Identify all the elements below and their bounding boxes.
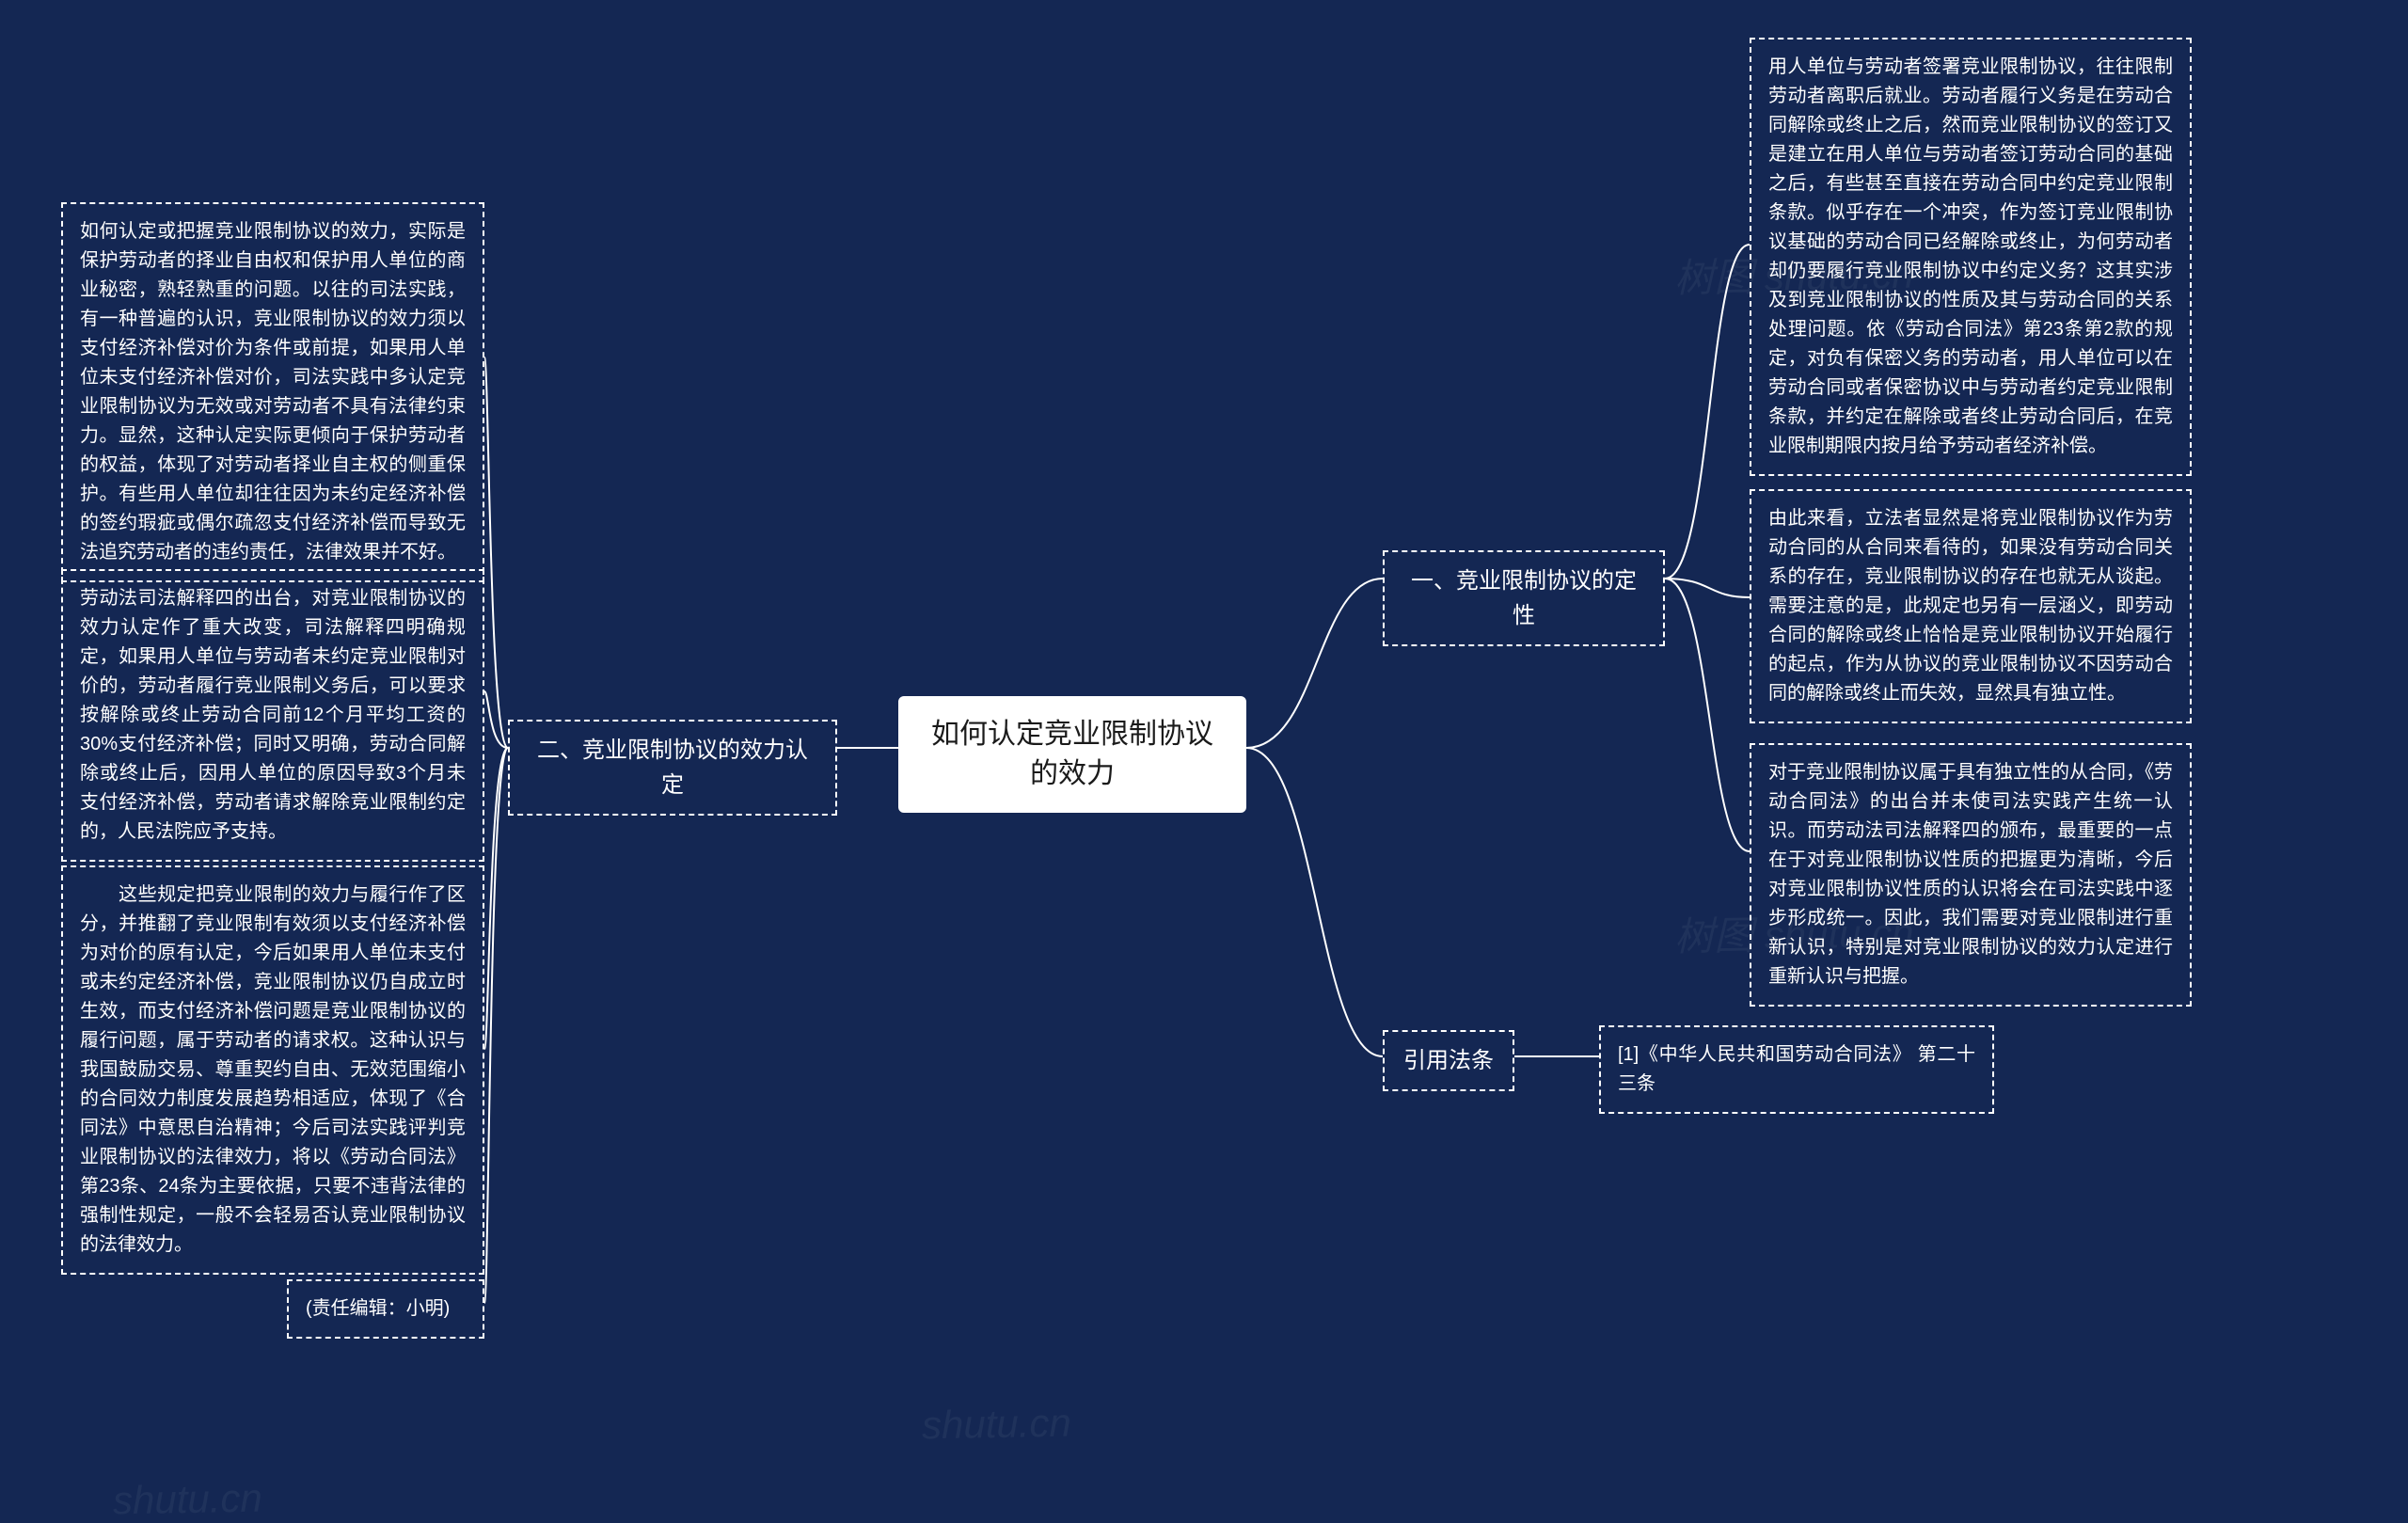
- connector-line: [1246, 748, 1383, 1056]
- branch-1-leaf-1[interactable]: 用人单位与劳动者签署竞业限制协议，往往限制劳动者离职后就业。劳动者履行义务是在劳…: [1750, 38, 2192, 476]
- branch-2-label[interactable]: 二、竞业限制协议的效力认定: [508, 720, 837, 816]
- branch-2-leaf-2[interactable]: 劳动法司法解释四的出台，对竞业限制协议的效力认定作了重大改变，司法解释四明确规定…: [61, 569, 484, 862]
- branch-2-leaf-4[interactable]: (责任编辑：小明): [287, 1279, 484, 1339]
- connector-line: [484, 748, 508, 1049]
- central-topic[interactable]: 如何认定竞业限制协议的效力: [898, 696, 1246, 813]
- branch-2-leaf-1[interactable]: 如何认定或把握竞业限制协议的效力，实际是保护劳动者的择业自由权和保护用人单位的商…: [61, 202, 484, 582]
- branch-references-leaf-1[interactable]: [1]《中华人民共和国劳动合同法》 第二十三条: [1599, 1025, 1994, 1114]
- watermark-text: shutu.cn: [113, 1476, 263, 1523]
- connector-line: [1665, 579, 1750, 851]
- connector-line: [484, 691, 508, 748]
- branch-2-leaf-3[interactable]: 这些规定把竞业限制的效力与履行作了区分，并推翻了竞业限制有效须以支付经济补偿为对…: [61, 865, 484, 1275]
- connector-line: [1665, 579, 1750, 597]
- branch-references-label[interactable]: 引用法条: [1383, 1030, 1514, 1091]
- connector-line: [1246, 579, 1383, 748]
- connector-line: [484, 357, 508, 748]
- connector-line: [1665, 245, 1750, 579]
- watermark-text: shutu.cn: [922, 1401, 1072, 1449]
- branch-1-label[interactable]: 一、竞业限制协议的定性: [1383, 550, 1665, 646]
- connector-line: [484, 748, 508, 1303]
- branch-1-leaf-3[interactable]: 对于竞业限制协议属于具有独立性的从合同，《劳动合同法》的出台并未使司法实践产生统…: [1750, 743, 2192, 1007]
- branch-1-leaf-2[interactable]: 由此来看，立法者显然是将竞业限制协议作为劳动合同的从合同来看待的，如果没有劳动合…: [1750, 489, 2192, 723]
